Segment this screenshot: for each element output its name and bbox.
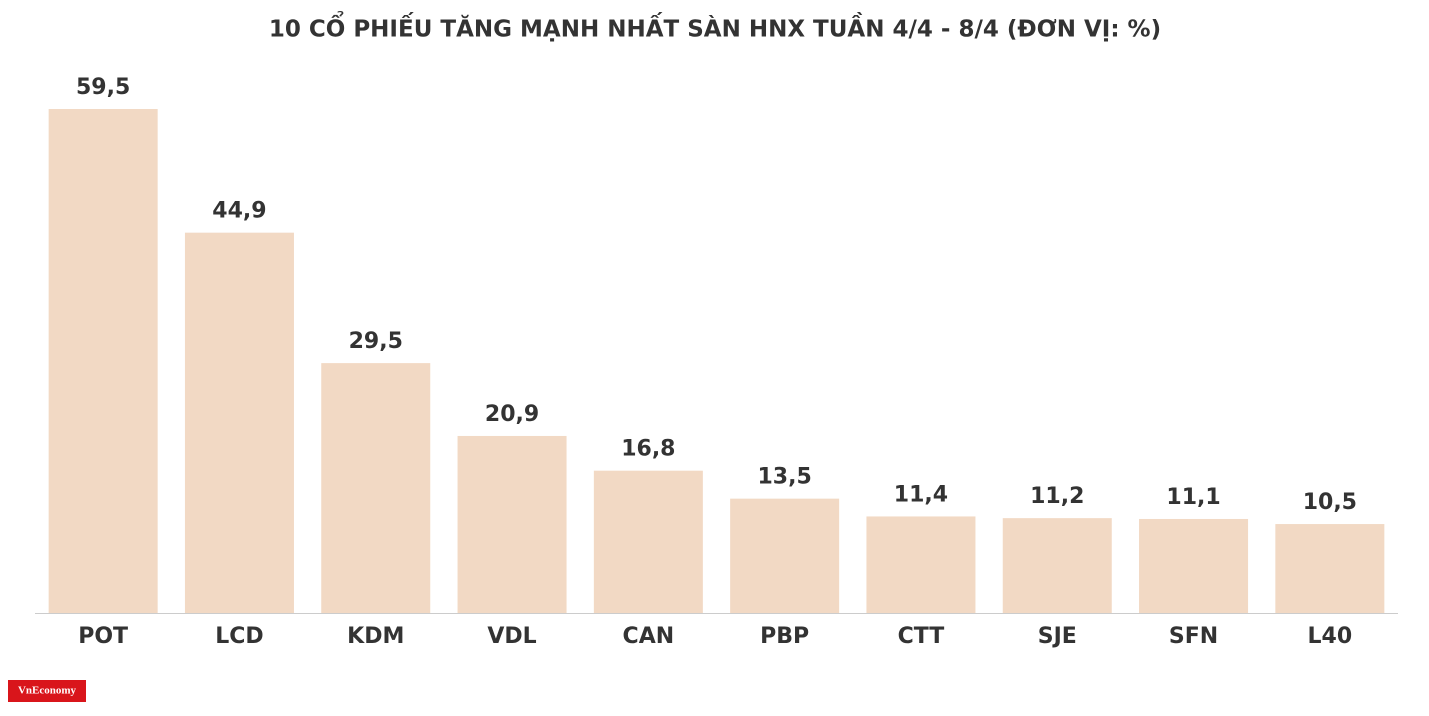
value-label: 29,5 — [349, 329, 403, 354]
x-tick-label: SJE — [1038, 624, 1077, 649]
bar — [593, 470, 703, 613]
value-label: 11,2 — [1030, 484, 1084, 509]
x-tick-label: KDM — [347, 624, 404, 649]
bar — [457, 435, 567, 613]
chart-title: 10 CỔ PHIẾU TĂNG MẠNH NHẤT SÀN HNX TUẦN … — [269, 11, 1161, 43]
bar — [321, 363, 431, 613]
x-tick-label: L40 — [1308, 624, 1353, 649]
bar — [48, 109, 158, 613]
logo: VnEconomy — [18, 685, 77, 697]
bar — [184, 232, 294, 613]
value-label: 10,5 — [1303, 490, 1357, 515]
value-label: 13,5 — [758, 465, 812, 490]
x-tick-label: POT — [78, 624, 128, 649]
value-label: 11,4 — [894, 482, 948, 507]
bar — [1275, 524, 1385, 613]
x-tick-label: VDL — [487, 624, 536, 649]
logo-box — [8, 680, 86, 702]
x-tick-label: CAN — [623, 624, 675, 649]
bar — [866, 516, 976, 613]
value-label: 11,1 — [1166, 485, 1220, 510]
x-tick-label: CTT — [898, 624, 945, 649]
x-tick-label: PBP — [760, 624, 809, 649]
bar — [730, 498, 840, 613]
x-tick-label: SFN — [1169, 624, 1218, 649]
x-tick-label: LCD — [215, 624, 263, 649]
value-label: 20,9 — [485, 402, 539, 427]
bar — [1002, 518, 1112, 613]
bar — [1139, 518, 1249, 613]
value-label: 59,5 — [76, 75, 130, 100]
value-label: 44,9 — [212, 199, 266, 224]
value-label: 16,8 — [621, 437, 675, 462]
